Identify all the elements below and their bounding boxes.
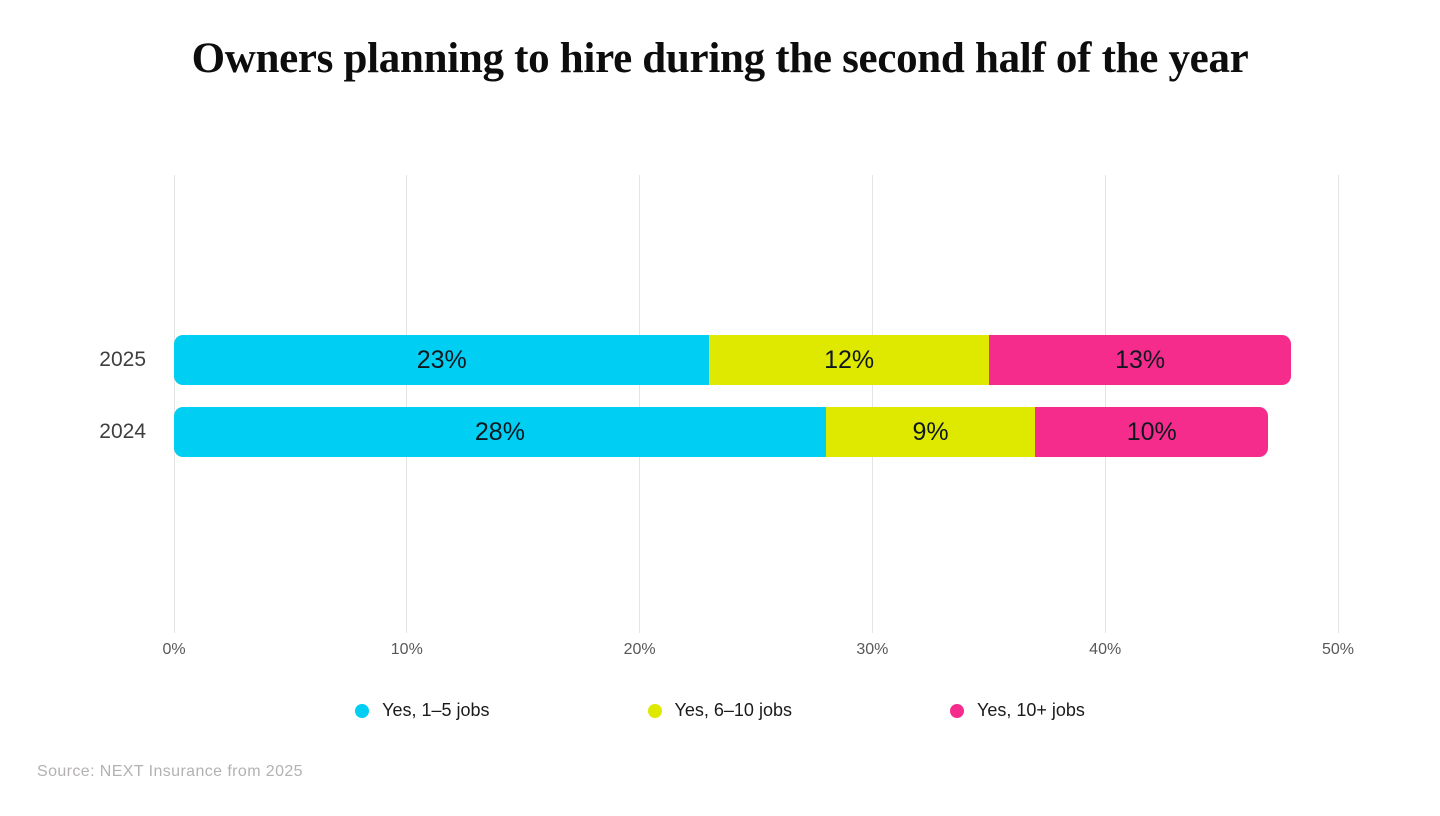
legend-label: Yes, 6–10 jobs — [674, 700, 792, 720]
legend-item: Yes, 1–5 jobs — [355, 700, 490, 721]
legend-label: Yes, 10+ jobs — [976, 700, 1085, 720]
category-label-2025: 2025 — [99, 348, 146, 371]
bar-row-2025: 23% 12% 13% — [174, 335, 1292, 385]
x-axis-tick-label: 30% — [856, 641, 889, 658]
gridline — [871, 175, 873, 633]
bar-segment: 9% — [825, 407, 1036, 457]
x-axis-tick-label: 0% — [162, 641, 186, 658]
bar-segment: 13% — [988, 335, 1292, 385]
legend-label: Yes, 1–5 jobs — [382, 700, 490, 720]
gridline — [639, 175, 641, 633]
category-label-2024: 2024 — [99, 420, 146, 443]
gridline — [1104, 175, 1106, 633]
x-axis-tick-label: 10% — [390, 641, 423, 658]
bar-segment: 28% — [174, 407, 826, 457]
x-axis-tick-label: 40% — [1089, 641, 1122, 658]
chart-legend: Yes, 1–5 jobs Yes, 6–10 jobs Yes, 10+ jobs — [30, 700, 1410, 721]
plot-area: 0% 10% 20% 30% 40% 50% 2025 23% 12% 13% 2024 28% 9% 1… — [99, 175, 1354, 658]
bar-segment: 12% — [709, 335, 989, 385]
bar-segment: 10% — [1035, 407, 1269, 457]
bar-row-2024: 28% 9% 10% — [174, 407, 1269, 457]
x-axis-tick-label: 20% — [623, 641, 656, 658]
source-note: Source: NEXT Insurance from 2025 — [37, 763, 303, 780]
legend-dot-icon — [355, 703, 370, 718]
gridline — [1337, 175, 1339, 633]
legend-dot-icon — [647, 703, 662, 718]
bar-segment: 23% — [174, 335, 710, 385]
gridline — [406, 175, 408, 633]
legend-dot-icon — [949, 703, 964, 718]
gridline — [173, 175, 175, 633]
legend-item: Yes, 6–10 jobs — [647, 700, 792, 721]
legend-item: Yes, 10+ jobs — [949, 700, 1085, 721]
x-axis-tick-label: 50% — [1321, 641, 1355, 658]
chart-title: Owners planning to hire during the secon… — [191, 35, 1249, 82]
